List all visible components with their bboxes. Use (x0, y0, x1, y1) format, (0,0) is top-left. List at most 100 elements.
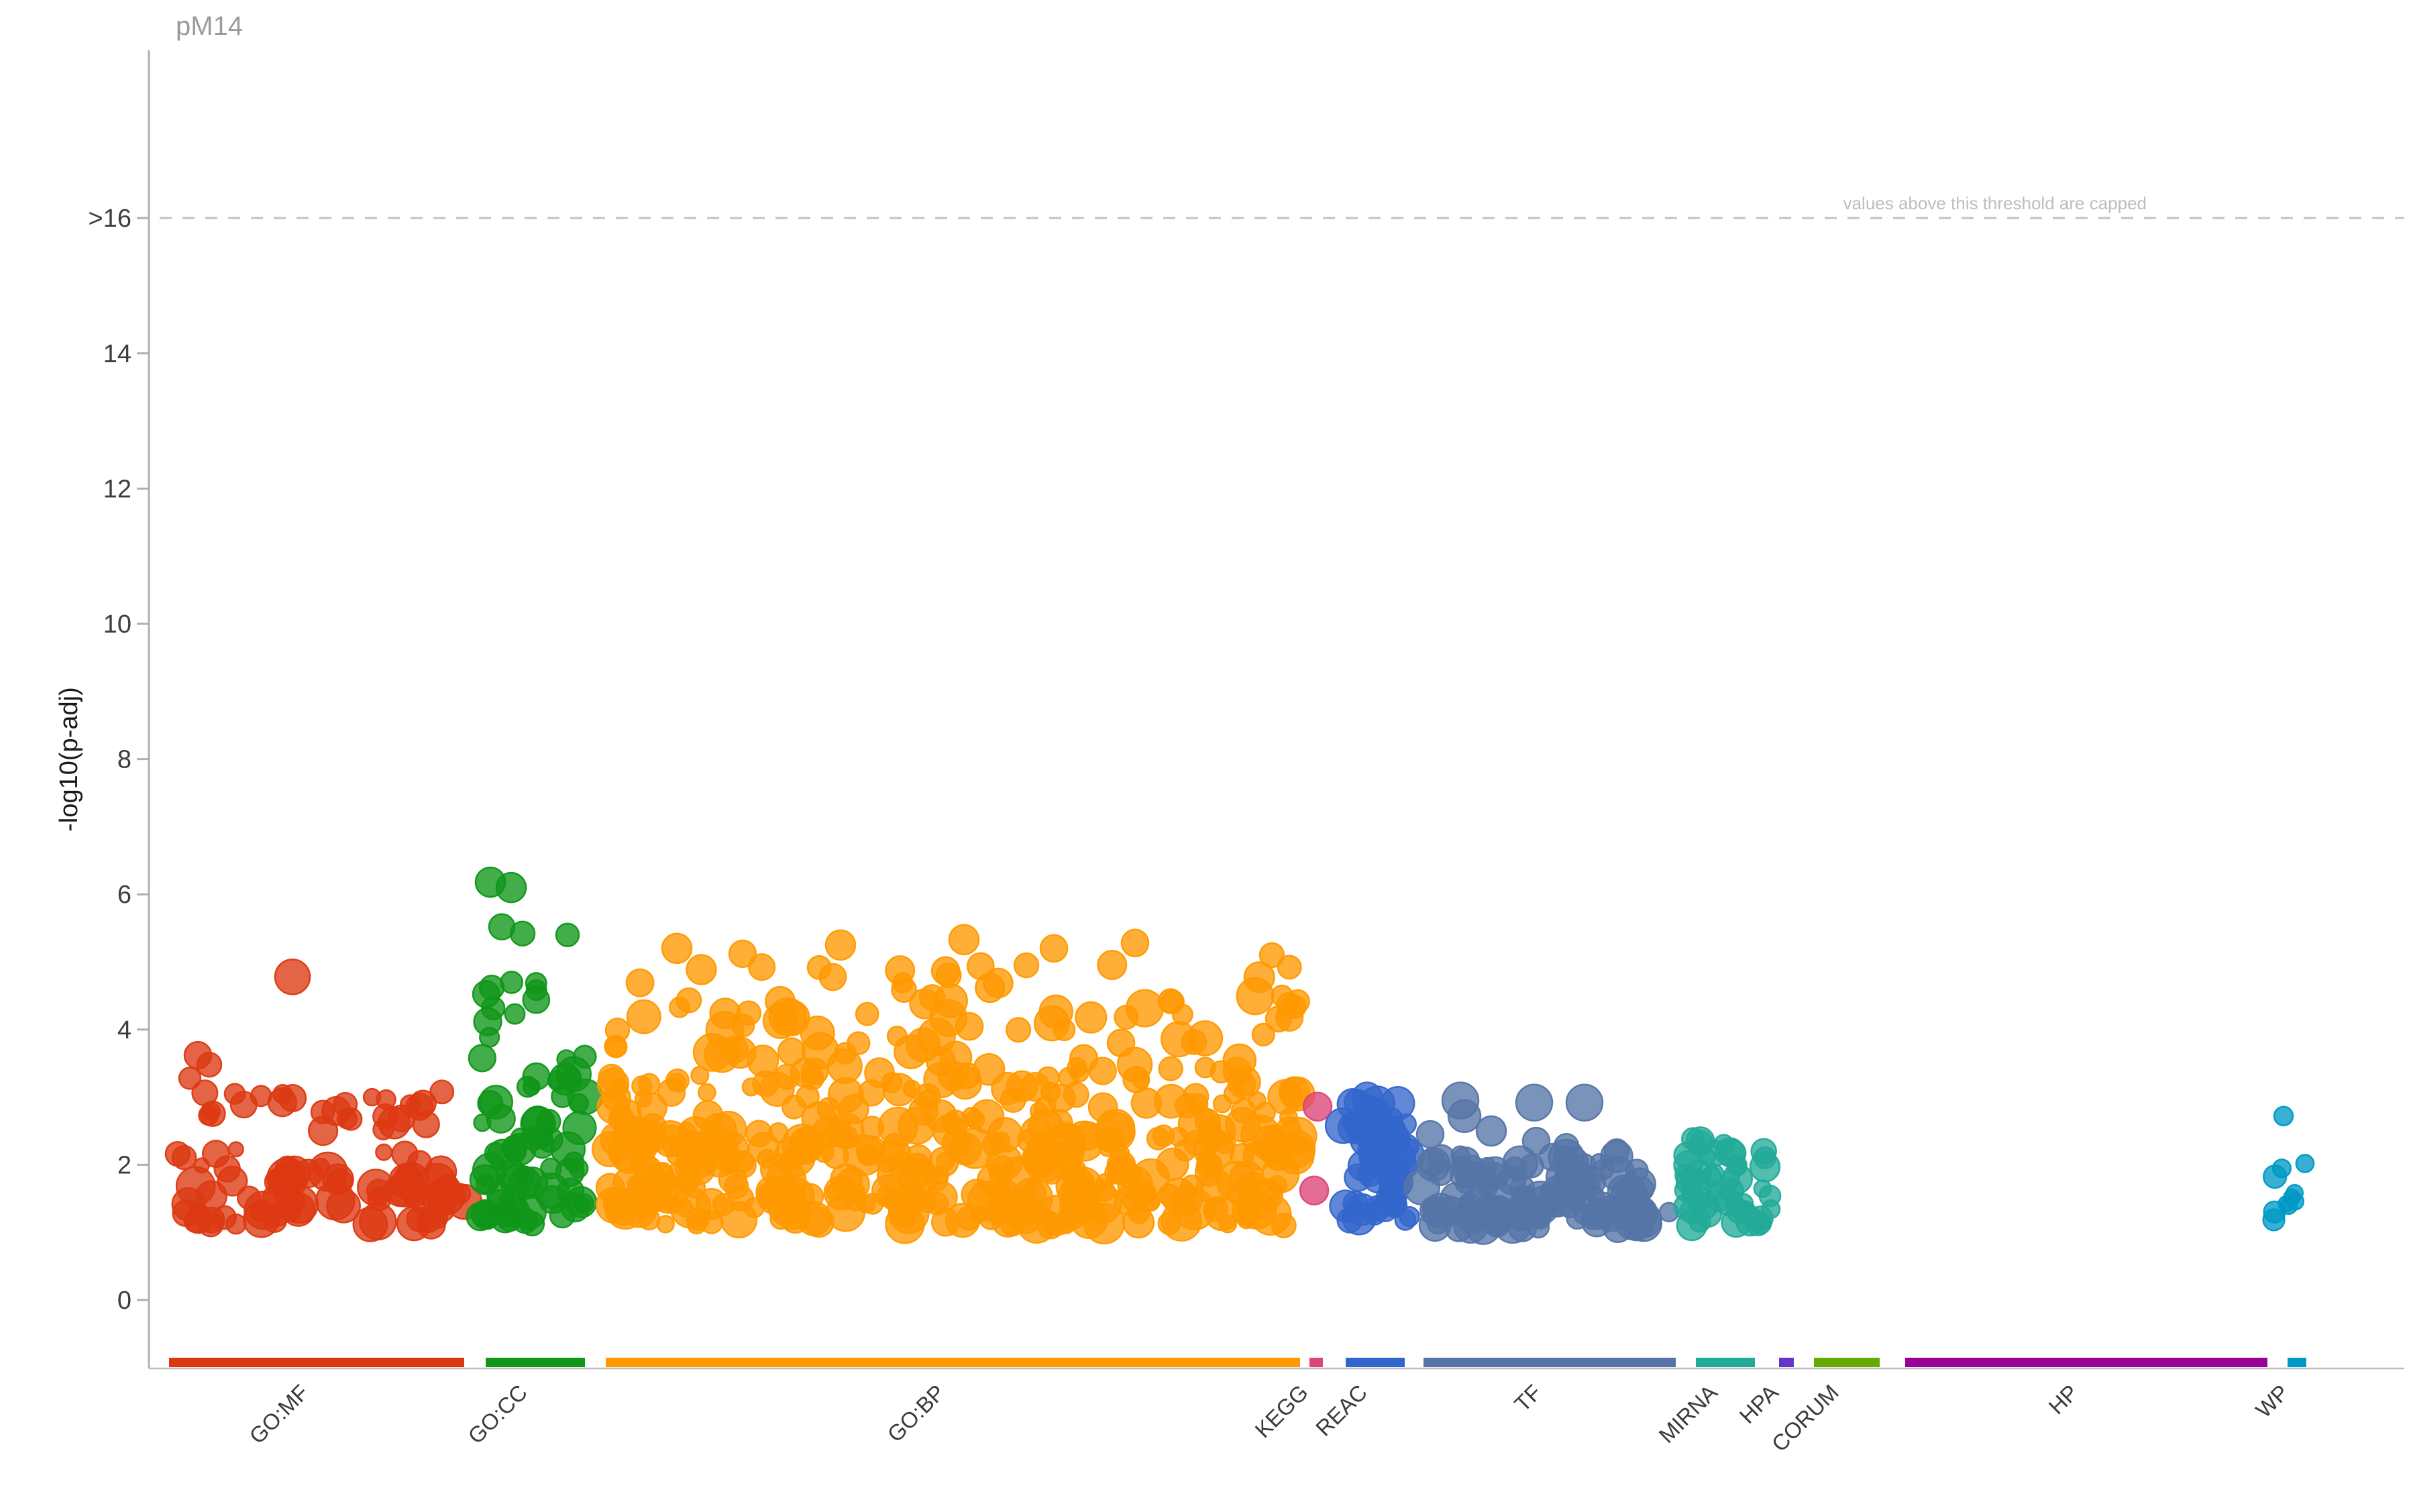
data-point[interactable] (326, 1188, 361, 1224)
data-point[interactable] (908, 1095, 938, 1126)
data-point[interactable] (375, 1143, 393, 1161)
data-point[interactable] (1036, 1066, 1060, 1089)
data-point[interactable] (1387, 1142, 1417, 1172)
data-point[interactable] (598, 1063, 626, 1091)
data-point[interactable] (495, 871, 527, 904)
data-point[interactable] (1515, 1083, 1554, 1122)
data-point[interactable] (1415, 1120, 1445, 1149)
data-point[interactable] (1416, 1147, 1451, 1182)
data-point[interactable] (1087, 1092, 1118, 1123)
data-point[interactable] (1034, 1095, 1057, 1118)
data-point[interactable] (929, 998, 968, 1037)
data-point[interactable] (1681, 1127, 1705, 1151)
data-point[interactable] (223, 1083, 246, 1105)
data-point[interactable] (1131, 1070, 1150, 1089)
data-point[interactable] (399, 1094, 421, 1116)
data-point[interactable] (961, 1106, 982, 1128)
data-point[interactable] (1336, 1207, 1363, 1234)
data-point[interactable] (731, 1152, 757, 1179)
data-point[interactable] (193, 1157, 210, 1174)
data-point[interactable] (195, 1180, 227, 1213)
data-point[interactable] (1675, 1167, 1703, 1195)
data-point[interactable] (827, 1077, 864, 1114)
data-point[interactable] (551, 1085, 574, 1108)
data-point[interactable] (697, 1083, 716, 1102)
data-point[interactable] (882, 1073, 916, 1107)
data-point[interactable] (280, 1192, 316, 1227)
data-point[interactable] (1194, 1057, 1216, 1079)
data-point[interactable] (1158, 1056, 1183, 1081)
data-point[interactable] (549, 1202, 576, 1229)
data-point[interactable] (800, 1015, 835, 1051)
data-point[interactable] (1399, 1205, 1420, 1228)
data-point[interactable] (1146, 1126, 1170, 1150)
data-point[interactable] (1045, 1109, 1073, 1137)
data-point[interactable] (311, 1157, 331, 1177)
data-point[interactable] (700, 1138, 739, 1178)
data-point[interactable] (1157, 1211, 1181, 1236)
data-point[interactable] (372, 1103, 399, 1130)
data-point[interactable] (339, 1108, 363, 1131)
data-point[interactable] (604, 1035, 628, 1059)
data-point[interactable] (1483, 1211, 1511, 1238)
data-point[interactable] (942, 1112, 961, 1131)
data-point[interactable] (278, 1083, 307, 1113)
data-point[interactable] (1254, 1101, 1276, 1124)
data-point[interactable] (1251, 1022, 1275, 1046)
data-point[interactable] (525, 972, 547, 995)
data-point[interactable] (692, 1032, 732, 1072)
data-point[interactable] (1204, 1195, 1240, 1232)
data-point[interactable] (879, 1138, 912, 1171)
data-point[interactable] (627, 1175, 647, 1194)
data-point[interactable] (1113, 1185, 1144, 1216)
data-point[interactable] (1075, 1001, 1108, 1034)
data-point[interactable] (991, 1071, 1024, 1105)
data-point[interactable] (661, 932, 693, 965)
data-point[interactable] (825, 1182, 845, 1201)
data-point[interactable] (555, 922, 580, 947)
data-point[interactable] (562, 1110, 597, 1146)
source-bar-hp[interactable] (1905, 1358, 2267, 1367)
data-point[interactable] (512, 1207, 539, 1234)
data-point[interactable] (412, 1110, 440, 1138)
data-point[interactable] (800, 1066, 824, 1091)
data-point[interactable] (1039, 934, 1069, 963)
data-point[interactable] (1012, 1177, 1053, 1219)
data-point[interactable] (509, 920, 536, 947)
data-point[interactable] (1097, 950, 1128, 980)
data-point[interactable] (310, 1099, 335, 1124)
data-point[interactable] (2273, 1105, 2294, 1127)
data-point[interactable] (1607, 1175, 1641, 1208)
data-point[interactable] (1279, 1108, 1298, 1127)
data-point[interactable] (1250, 1193, 1292, 1236)
data-point[interactable] (1299, 1175, 1330, 1205)
data-point[interactable] (504, 1003, 526, 1025)
data-point[interactable] (1475, 1115, 1507, 1147)
data-point[interactable] (675, 1199, 694, 1218)
data-point[interactable] (855, 1002, 879, 1026)
data-point[interactable] (1565, 1083, 1604, 1122)
data-point[interactable] (1243, 961, 1275, 993)
data-point[interactable] (472, 1152, 507, 1188)
data-point[interactable] (1347, 1150, 1380, 1182)
data-point[interactable] (1277, 955, 1302, 980)
source-bar-tf[interactable] (1424, 1358, 1676, 1367)
data-point[interactable] (2271, 1158, 2292, 1179)
data-point[interactable] (1222, 1043, 1257, 1078)
data-point[interactable] (1194, 1108, 1221, 1135)
data-point[interactable] (1553, 1132, 1580, 1159)
data-point[interactable] (563, 1151, 585, 1173)
data-point[interactable] (777, 1037, 806, 1066)
data-point[interactable] (985, 1144, 1023, 1181)
data-point[interactable] (1120, 928, 1150, 958)
data-point[interactable] (227, 1141, 244, 1158)
data-point[interactable] (196, 1051, 223, 1078)
data-point[interactable] (496, 1197, 517, 1218)
data-point[interactable] (468, 1044, 496, 1073)
data-point[interactable] (765, 1159, 807, 1201)
data-point[interactable] (948, 924, 980, 955)
data-point[interactable] (686, 954, 717, 985)
data-point[interactable] (969, 1205, 987, 1224)
data-point[interactable] (1468, 1173, 1494, 1200)
data-point[interactable] (1278, 1076, 1311, 1108)
